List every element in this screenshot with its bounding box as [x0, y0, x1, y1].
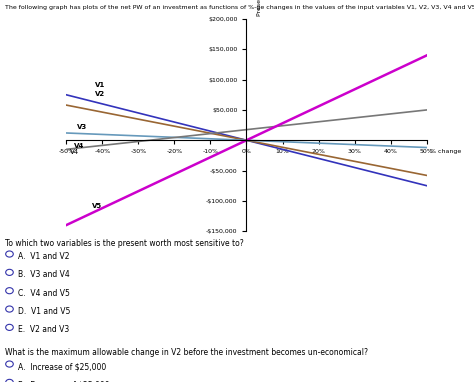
Text: B.  Decrease of $25,000: B. Decrease of $25,000 [18, 380, 109, 382]
Text: What is the maximum allowable change in V2 before the investment becomes un-econ: What is the maximum allowable change in … [5, 348, 368, 357]
Text: D.  V1 and V5: D. V1 and V5 [18, 307, 70, 316]
Text: C.  V4 and V5: C. V4 and V5 [18, 289, 70, 298]
Text: A.  V1 and V2: A. V1 and V2 [18, 252, 70, 261]
Text: E.  V2 and V3: E. V2 and V3 [18, 325, 69, 335]
Text: Present Worth: Present Worth [257, 0, 262, 16]
Text: % change: % change [430, 149, 462, 154]
Text: The following graph has plots of the net PW of an investment as functions of %-g: The following graph has plots of the net… [5, 5, 474, 10]
Text: V5: V5 [91, 203, 102, 209]
Text: V4: V4 [73, 142, 84, 149]
Text: B.  V3 and V4: B. V3 and V4 [18, 270, 70, 280]
Text: A.  Increase of $25,000: A. Increase of $25,000 [18, 362, 106, 371]
Text: V1: V1 [95, 82, 105, 88]
Text: V2: V2 [95, 91, 105, 97]
Text: V4: V4 [70, 149, 79, 155]
Text: V3: V3 [77, 125, 87, 130]
Text: To which two variables is the present worth most sensitive to?: To which two variables is the present wo… [5, 239, 244, 248]
